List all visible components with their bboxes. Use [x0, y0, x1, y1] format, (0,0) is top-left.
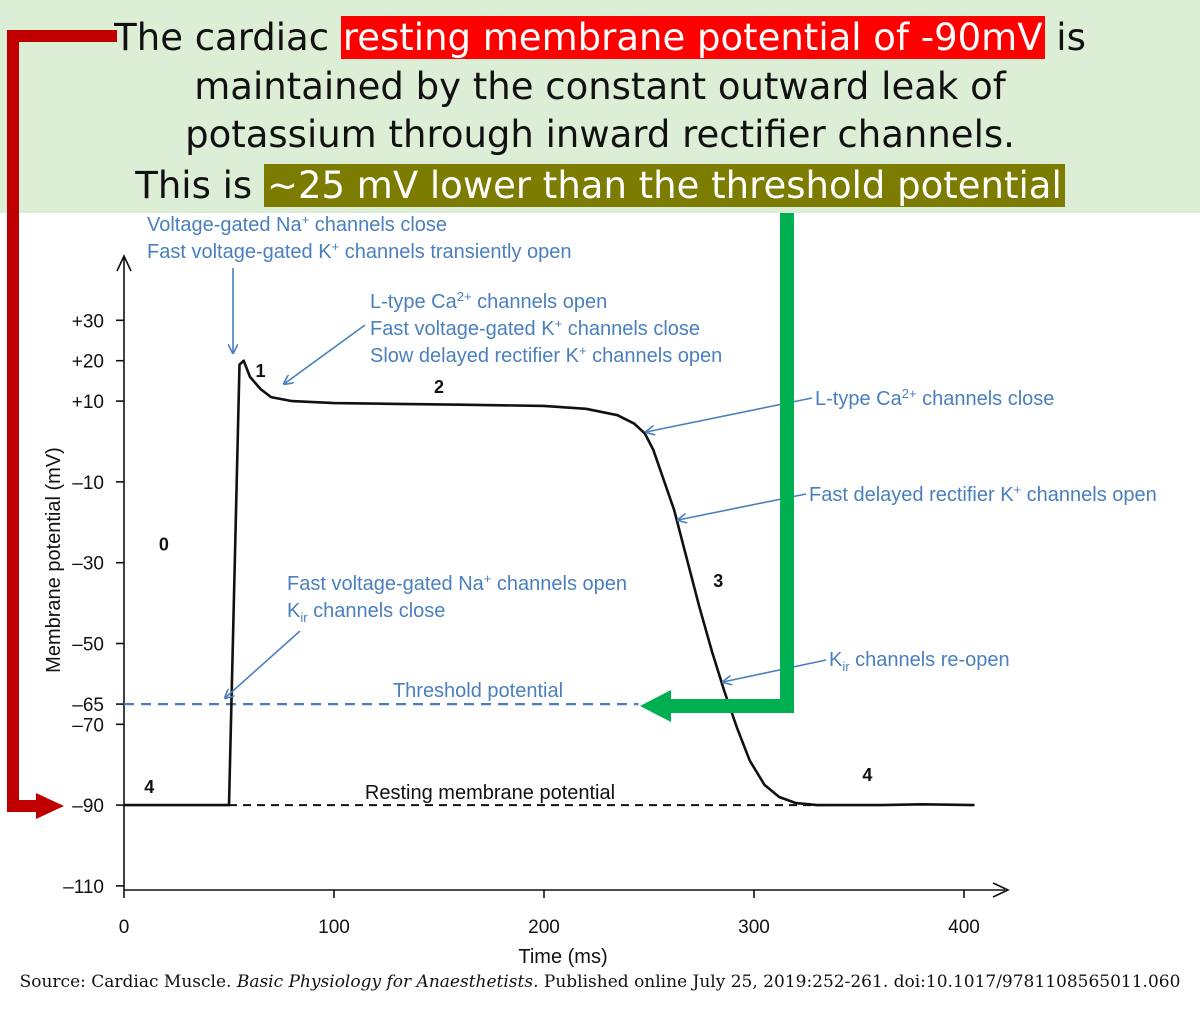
- source-pre: Source: Cardiac Muscle.: [19, 972, 237, 992]
- headline-line-1-pre: The cardiac: [114, 16, 341, 59]
- green-bracket-line: [668, 213, 794, 713]
- annotation-na-close-line-2: Fast voltage-gated K+ channels transient…: [147, 239, 572, 263]
- annotation-na-open-line-1: Fast voltage-gated Na+ channels open: [287, 571, 627, 595]
- source-post: . Published online July 25, 2019:252-261…: [533, 972, 1181, 992]
- annotation-kir-reopen: Kir channels re-open: [829, 649, 1010, 674]
- phase-label: 2: [434, 377, 444, 397]
- annotations: Voltage-gated Na+ channels close Fast vo…: [147, 212, 1157, 674]
- y-tick-label: –65: [72, 695, 104, 716]
- source-citation: Source: Cardiac Muscle. Basic Physiology…: [0, 972, 1200, 992]
- x-tick-label: 0: [119, 917, 130, 938]
- phase-label: 4: [862, 765, 872, 785]
- headline-line-2: maintained by the constant outward leak …: [194, 65, 1006, 108]
- source-title: Basic Physiology for Anaesthetists: [236, 972, 534, 992]
- phase-label: 1: [255, 361, 265, 381]
- annotation-ca-close: L-type Ca2+ channels close: [815, 386, 1054, 410]
- action-potential-trace: [124, 359, 975, 807]
- phase-label: 4: [144, 777, 154, 797]
- headline-red-highlight: resting membrane potential of -90mV: [340, 16, 1045, 59]
- y-tick-label: –50: [72, 635, 104, 656]
- x-tick-label: 300: [738, 917, 770, 938]
- x-tick-label: 400: [948, 917, 980, 938]
- x-tick-label: 200: [528, 917, 560, 938]
- y-axis-arrow-icon: [116, 254, 132, 272]
- arrow-na-open: [225, 630, 301, 698]
- threshold-label: Threshold potential: [393, 680, 563, 702]
- y-tick-label: +10: [72, 392, 104, 413]
- headline-line-1: The cardiac resting membrane potential o…: [0, 14, 1200, 62]
- x-axis-arrow-icon: [992, 882, 1010, 898]
- resting-label: Resting membrane potential: [365, 782, 615, 804]
- y-tick-label: –30: [72, 554, 104, 575]
- arrow-kir-reopen: [723, 659, 827, 682]
- phase-label: 3: [713, 571, 723, 591]
- green-bracket-arrow: [640, 213, 794, 722]
- x-tick-label: 100: [318, 917, 350, 938]
- arrow-phase2: [284, 324, 366, 384]
- y-tick-label: +30: [72, 311, 104, 332]
- y-tick-label: –110: [63, 877, 104, 898]
- red-arrowhead-icon: [36, 793, 64, 819]
- headline-line-3: potassium through inward rectifier chann…: [185, 113, 1015, 156]
- headline-line-1-post: is: [1044, 16, 1086, 59]
- annotation-phase2-line-1: L-type Ca2+ channels open: [370, 289, 607, 313]
- annotation-phase2-line-2: Fast voltage-gated K+ channels close: [370, 316, 700, 340]
- annotation-na-close-line-1: Voltage-gated Na+ channels close: [147, 212, 447, 236]
- phase-labels: 0 1 2 3 4 4: [144, 361, 872, 797]
- x-axis-label: Time (ms): [518, 946, 607, 968]
- y-tick-label: –90: [72, 796, 104, 817]
- y-tick-label: –10: [72, 473, 104, 494]
- headline-line-4: This is ~25 mV lower than the threshold …: [0, 162, 1200, 210]
- phase-label: 0: [159, 535, 169, 555]
- y-axis-label: Membrane potential (mV): [43, 447, 65, 673]
- y-tick-label: +20: [72, 352, 104, 373]
- headline-line-4-pre: This is: [135, 164, 264, 207]
- annotation-na-open-line-2: Kir channels close: [287, 600, 445, 625]
- annotation-fast-k: Fast delayed rectifier K+ channels open: [809, 482, 1157, 506]
- y-ticks: +30 +20 +10 –10 –30 –50 –65–70 –90 –110: [63, 311, 124, 898]
- y-tick-label: –70: [72, 715, 104, 736]
- green-arrowhead-icon: [640, 690, 671, 722]
- headline-olive-highlight: ~25 mV lower than the threshold potentia…: [263, 164, 1065, 207]
- red-bracket-line: [7, 30, 117, 812]
- x-ticks: 0 100 200 300 400: [119, 890, 980, 938]
- headline-banner: The cardiac resting membrane potential o…: [0, 0, 1200, 213]
- annotation-phase2-line-3: Slow delayed rectifier K+ channels open: [370, 343, 722, 367]
- red-bracket-arrow: [7, 30, 117, 819]
